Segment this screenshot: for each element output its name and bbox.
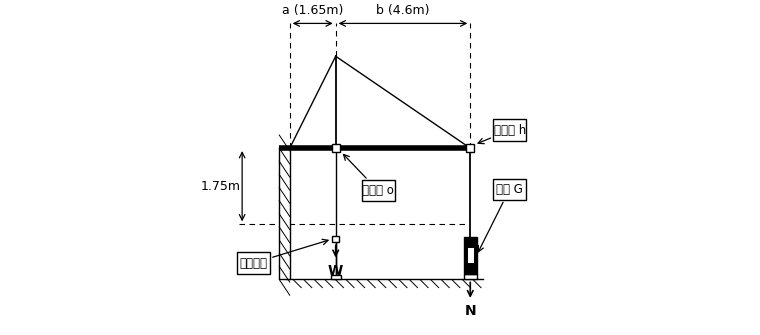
Text: W: W: [328, 264, 344, 278]
Text: 前支架 o: 前支架 o: [363, 184, 394, 197]
Bar: [331, 274, 340, 279]
Bar: [237, 252, 270, 274]
Bar: [467, 247, 473, 263]
Text: b (4.6m): b (4.6m): [376, 4, 429, 17]
Bar: [466, 144, 474, 152]
Text: N: N: [464, 304, 476, 318]
Bar: [464, 238, 477, 274]
Bar: [362, 180, 394, 201]
Bar: [332, 236, 339, 242]
Bar: [464, 274, 477, 279]
Text: 电动吸篹: 电动吸篹: [239, 257, 268, 270]
Bar: [331, 144, 340, 152]
Text: 1.75m: 1.75m: [201, 180, 240, 193]
Bar: [279, 148, 290, 279]
Text: 配重 G: 配重 G: [496, 183, 523, 196]
Text: 后支架 h: 后支架 h: [493, 124, 526, 137]
Text: a (1.65m): a (1.65m): [282, 4, 344, 17]
Bar: [493, 179, 526, 200]
Bar: [493, 120, 526, 141]
